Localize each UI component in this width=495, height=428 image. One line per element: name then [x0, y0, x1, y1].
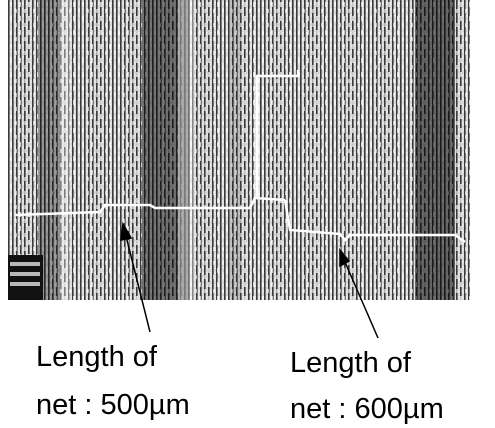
net-600	[283, 199, 466, 244]
arrow-head	[120, 221, 133, 241]
label-text: Length of	[290, 347, 412, 379]
label-text: net : 500µm	[36, 389, 190, 421]
arrow-line	[344, 261, 379, 339]
layout-image	[8, 0, 470, 300]
nets	[14, 70, 466, 244]
net-branch	[255, 70, 300, 198]
arrows	[120, 221, 379, 339]
net-500	[14, 196, 286, 217]
arrow-head	[339, 247, 351, 268]
label-text: Length of	[36, 341, 158, 373]
arrow-line	[125, 235, 151, 333]
label-text: net : 600µm	[290, 393, 444, 425]
